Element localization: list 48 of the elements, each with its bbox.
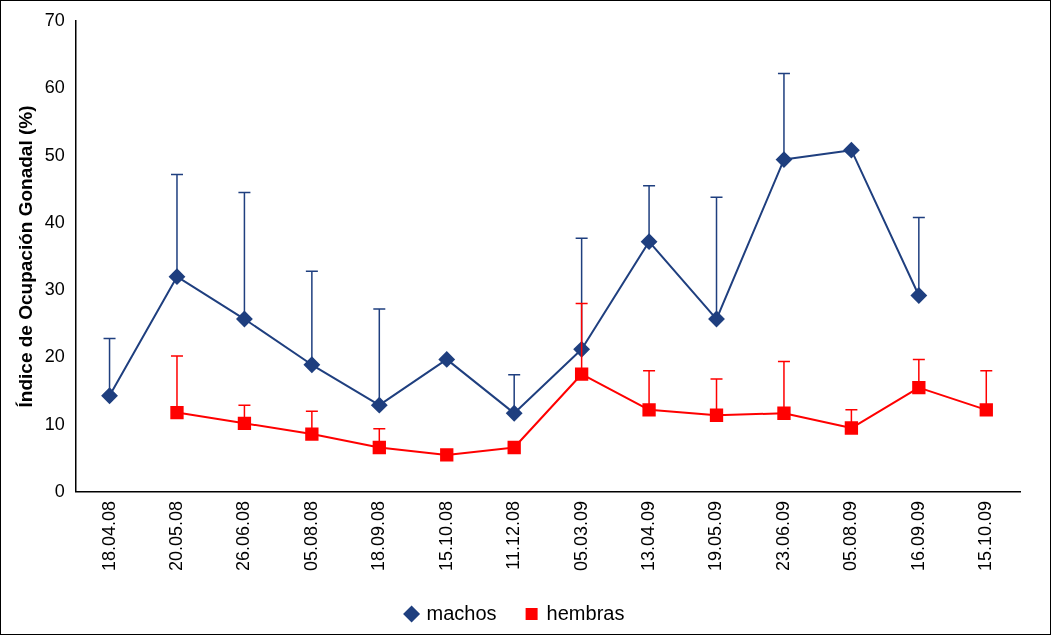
x-tick-label: 05.08.09 — [840, 500, 861, 572]
legend-label: hembras — [546, 601, 625, 624]
x-tick-label: 05.03.09 — [570, 500, 591, 572]
y-tick-label: 20 — [44, 346, 65, 367]
x-tick-label: 15.10.08 — [435, 500, 456, 572]
point — [641, 233, 658, 250]
y-axis-title: Índice de Ocupación Gonadal (%) — [14, 105, 36, 408]
y-tick-label: 40 — [44, 211, 65, 232]
point — [303, 356, 320, 373]
x-tick-label: 18.04.08 — [98, 500, 119, 572]
point — [305, 427, 319, 441]
x-tick-label: 15.10.09 — [975, 500, 996, 572]
point — [844, 421, 859, 435]
x-tick-label: 23.06.09 — [772, 500, 793, 572]
point — [506, 405, 523, 422]
point — [912, 381, 926, 395]
x-tick-label: 16.09.09 — [907, 500, 928, 572]
y-tick-label: 60 — [44, 77, 65, 98]
point — [438, 351, 455, 368]
y-tick-label: 50 — [44, 144, 65, 165]
x-tick-label: 05.08.08 — [300, 500, 321, 572]
point — [843, 142, 860, 159]
x-tick-label: 19.05.09 — [705, 500, 726, 572]
point — [910, 287, 927, 304]
x-tick-label: 11.12.08 — [503, 500, 524, 570]
point — [236, 311, 253, 328]
x-tick-label: 18.09.08 — [368, 500, 389, 572]
point — [507, 440, 521, 455]
point — [101, 387, 118, 404]
y-tick-label: 70 — [44, 9, 65, 30]
y-tick-label: 10 — [44, 413, 65, 434]
y-tick-label: 30 — [44, 279, 65, 300]
point — [642, 403, 656, 417]
point — [237, 416, 252, 430]
point — [574, 367, 589, 381]
point — [709, 408, 724, 422]
point — [372, 440, 386, 455]
point — [168, 268, 185, 285]
x-tick-label: 26.06.08 — [233, 500, 254, 572]
y-tick-label: 0 — [54, 480, 65, 501]
point — [777, 406, 791, 420]
legend-label: machos — [426, 601, 497, 624]
point — [440, 448, 454, 462]
point — [170, 405, 184, 420]
x-tick-label: 20.05.08 — [165, 500, 186, 572]
x-tick-label: 13.04.09 — [638, 500, 659, 572]
point — [371, 397, 388, 414]
point — [979, 403, 993, 417]
